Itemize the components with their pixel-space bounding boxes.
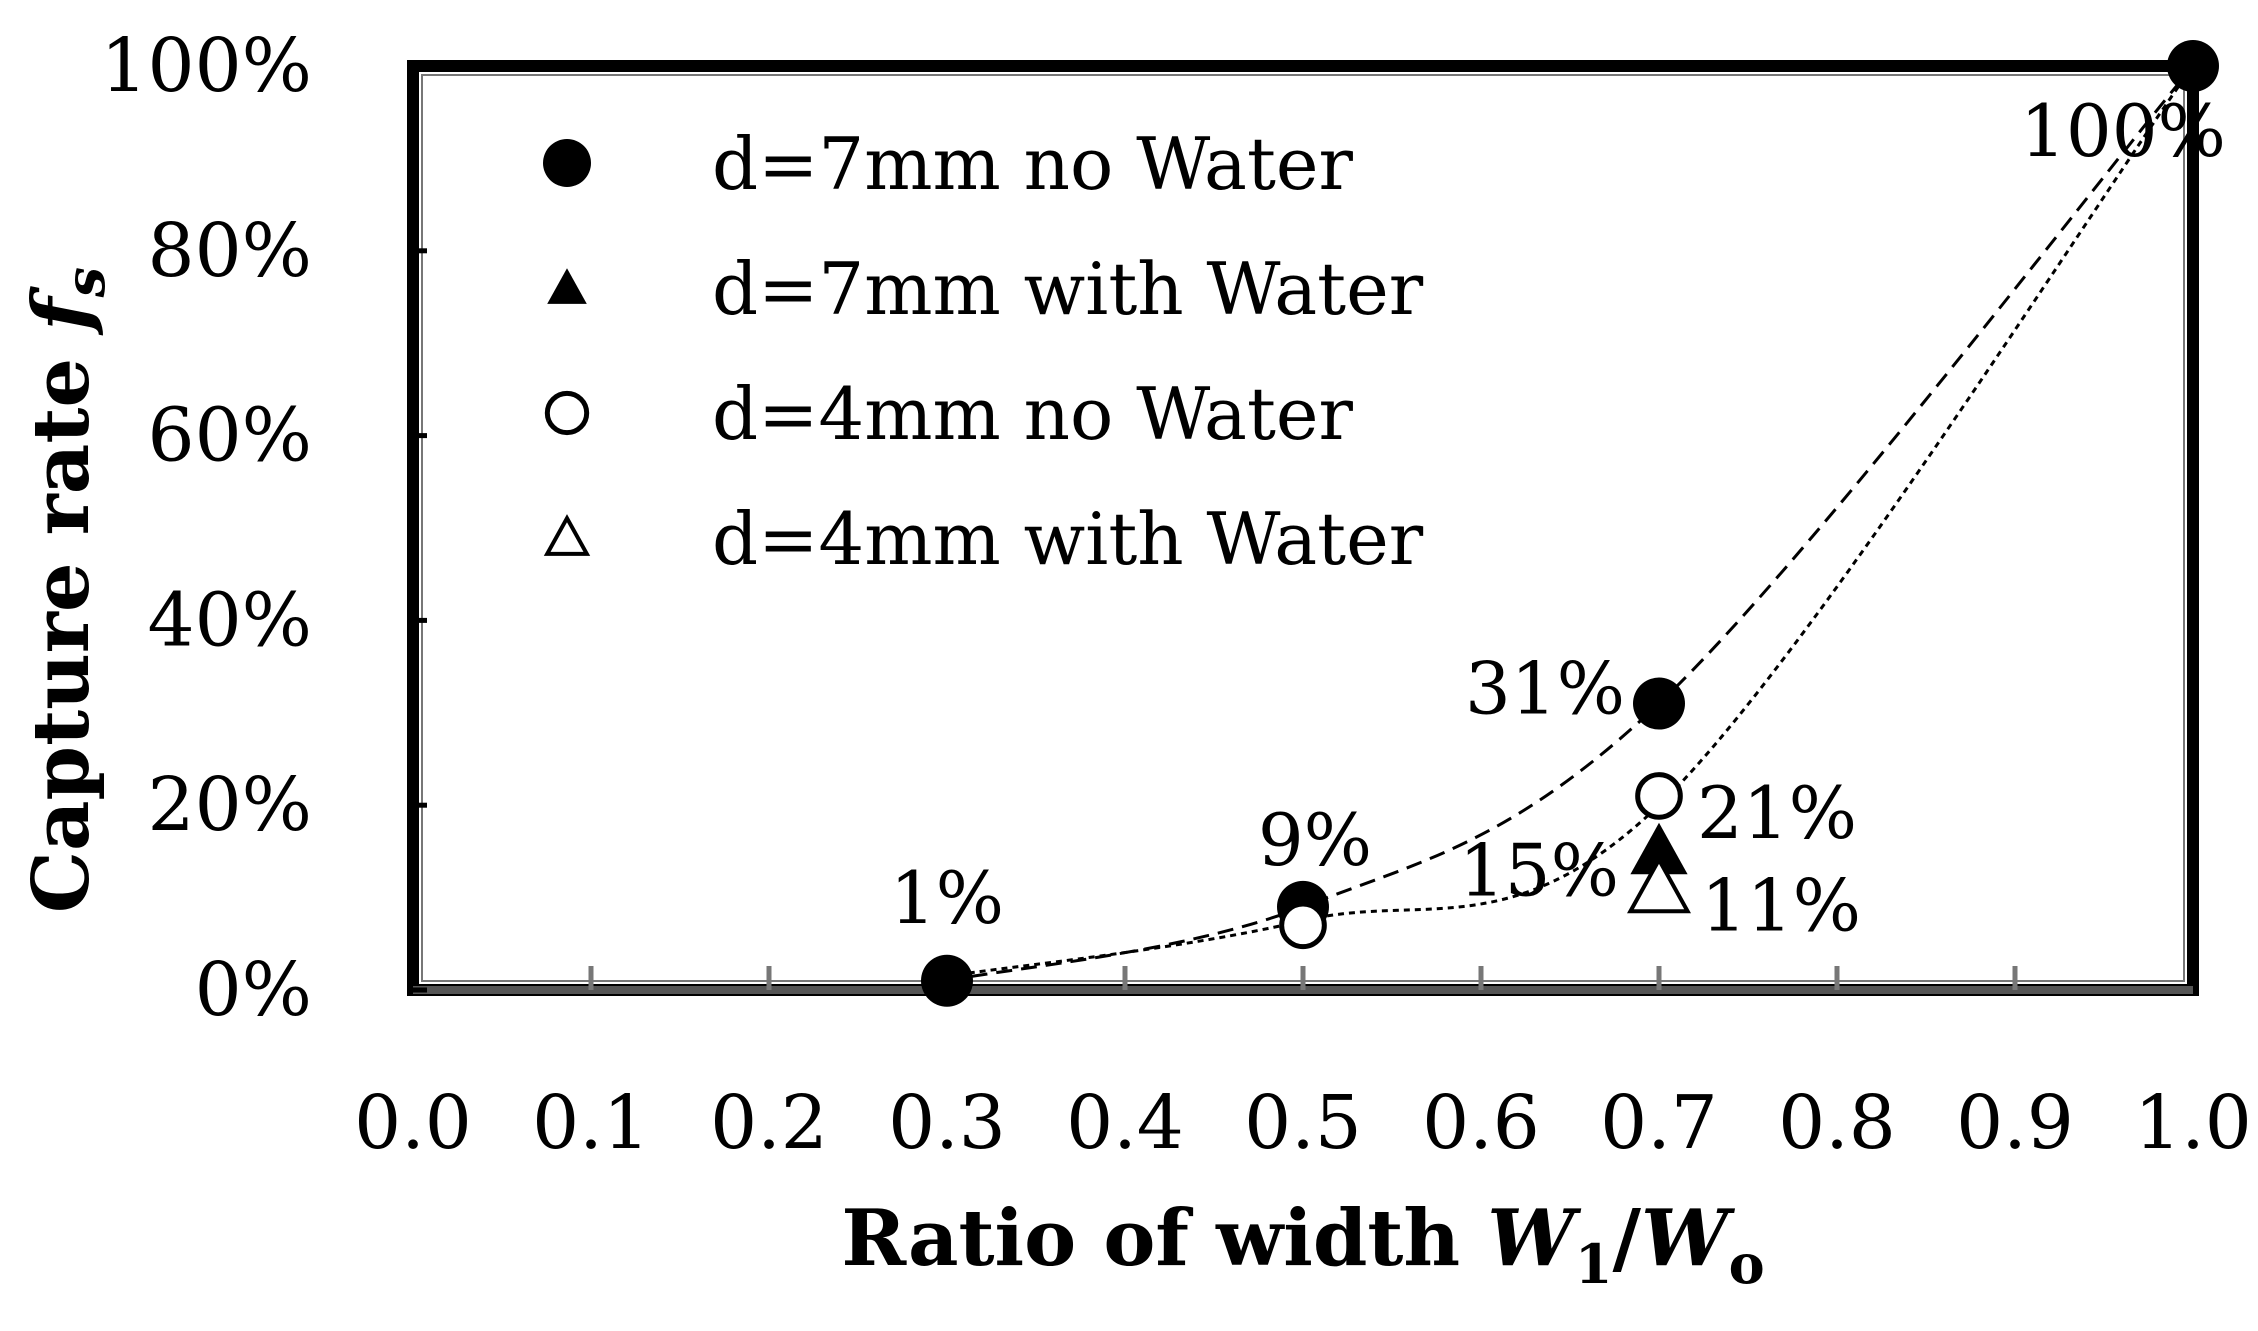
y-axis-title-text: Capture rate xyxy=(16,331,107,913)
y-tick-label: 0% xyxy=(195,947,312,1033)
x-tick-label: 0.4 xyxy=(1066,1080,1184,1166)
y-tick-label: 40% xyxy=(148,577,312,663)
legend-label: d=7mm no Water xyxy=(712,122,1353,206)
data-markers xyxy=(921,40,2219,1007)
data-point xyxy=(2167,40,2219,92)
x-tick-label: 0.7 xyxy=(1600,1080,1718,1166)
legend-label: d=4mm no Water xyxy=(712,372,1353,456)
legend-marker xyxy=(547,268,587,304)
x-tick-label: 1.0 xyxy=(2134,1080,2252,1166)
x-tick-label: 0.6 xyxy=(1422,1080,1540,1166)
legend-label: d=4mm with Water xyxy=(712,497,1424,581)
y-tick-label: 80% xyxy=(148,208,312,294)
data-point xyxy=(921,954,973,1007)
legend: d=7mm no Water d=7mm with Water d=4mm no W… xyxy=(543,122,1424,581)
data-label: 1% xyxy=(890,856,1004,940)
data-label: 15% xyxy=(1459,828,1619,912)
x-axis-title-var2: W xyxy=(1641,1193,1736,1284)
data-label: 100% xyxy=(2020,89,2226,173)
x-axis-title-slash: / xyxy=(1612,1193,1641,1284)
x-tick-label: 0.9 xyxy=(1956,1080,2074,1166)
x-axis-title: Ratio of width W1/Wo xyxy=(841,1193,1764,1296)
legend-marker xyxy=(543,514,591,556)
y-axis-title-sub: s xyxy=(53,267,117,298)
x-axis-title-sub2: o xyxy=(1729,1232,1765,1296)
y-axis-title: Capture rate fs xyxy=(16,267,117,913)
data-point xyxy=(1279,901,1327,950)
y-tick-label: 60% xyxy=(148,393,312,479)
y-tick-label: 20% xyxy=(148,762,312,848)
legend-label: d=7mm with Water xyxy=(712,247,1424,331)
x-axis-title-var1: W xyxy=(1487,1193,1582,1284)
x-tick-label: 0.0 xyxy=(354,1080,472,1166)
data-point xyxy=(1635,772,1683,820)
x-tick-label: 0.3 xyxy=(888,1080,1006,1166)
x-tick-label: 0.1 xyxy=(532,1080,650,1166)
y-tick-label: 100% xyxy=(100,23,312,109)
x-tick-label: 0.8 xyxy=(1778,1080,1896,1166)
y-axis-ticks: 0% 20% 40% 60% 80% 100% xyxy=(100,23,427,1033)
data-label: 21% xyxy=(1697,771,1857,855)
x-axis-title-sub1: 1 xyxy=(1575,1232,1613,1296)
data-point xyxy=(1630,822,1688,875)
trendline-dashed xyxy=(946,65,2195,983)
x-tick-label: 0.5 xyxy=(1244,1080,1362,1166)
data-labels: 1% 9% 31% 100% 15% 21%11% xyxy=(890,89,2226,947)
x-axis-ticks: 0.0 0.1 0.2 0.3 0.4 0.5 0.6 0.7 0.8 0.9 1.0 xyxy=(354,966,2252,1166)
data-point xyxy=(1627,855,1691,914)
data-label: 11% xyxy=(1701,863,1861,947)
x-axis-title-text: Ratio of width xyxy=(841,1193,1487,1284)
data-point xyxy=(1633,677,1685,730)
x-tick-label: 0.2 xyxy=(710,1080,828,1166)
legend-marker xyxy=(543,139,591,187)
data-label: 31% xyxy=(1465,647,1625,731)
legend-marker xyxy=(544,390,590,436)
data-label: 9% xyxy=(1258,798,1372,882)
trendlines xyxy=(946,65,2195,983)
